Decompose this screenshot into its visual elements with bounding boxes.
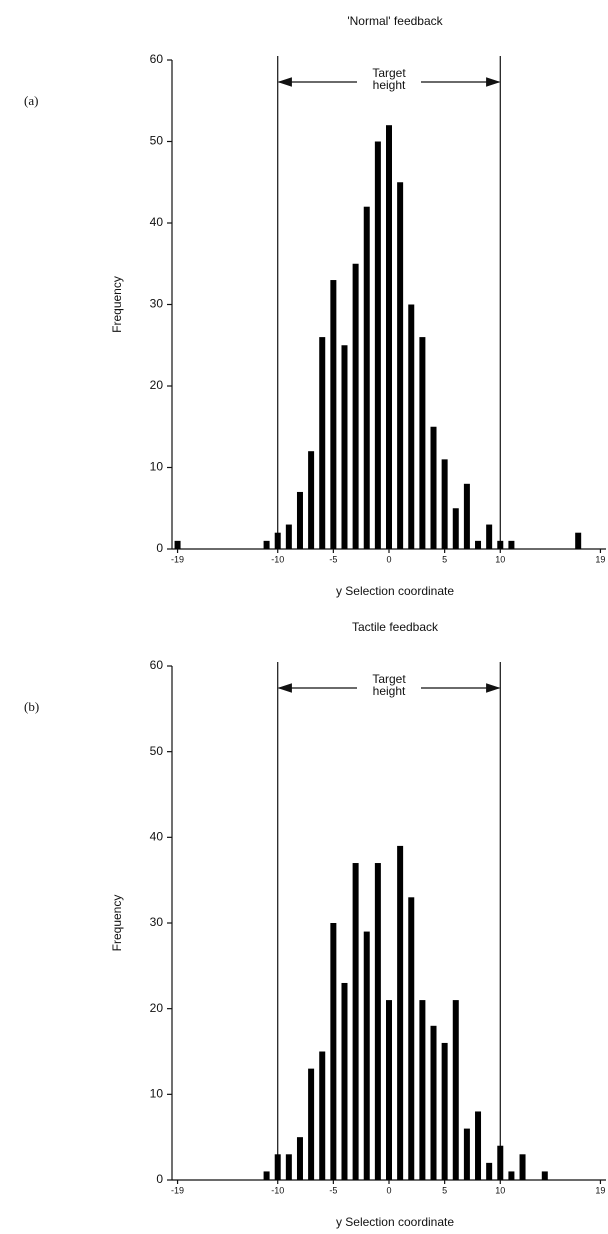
bar [341, 345, 348, 549]
y-tick-label: 30 [150, 915, 164, 929]
y-tick-label: 30 [150, 297, 164, 311]
x-tick-label: -5 [329, 554, 337, 564]
x-tick-label: 0 [386, 1185, 391, 1195]
bar [174, 540, 181, 549]
bar [308, 1068, 315, 1180]
bar [330, 280, 337, 549]
y-tick-label: 40 [150, 215, 164, 229]
bar [419, 337, 426, 549]
x-tick-label: 5 [442, 554, 447, 564]
bar [386, 125, 392, 549]
annotation: Target [372, 66, 406, 80]
x-tick-label: 10 [495, 554, 505, 564]
x-axis-label: y Selection coordinate [336, 584, 454, 598]
annotation: Target [372, 672, 406, 686]
bar [441, 1042, 448, 1180]
bar [386, 1000, 392, 1180]
bar [374, 141, 381, 549]
bar [486, 1162, 493, 1180]
bar [263, 1171, 270, 1180]
x-tick-label: -19 [171, 554, 184, 564]
y-tick-label: 60 [150, 52, 164, 66]
x-tick-label: 10 [495, 1185, 505, 1195]
bar [285, 524, 292, 549]
bar [475, 540, 482, 549]
annotation: height [373, 684, 406, 698]
x-tick-label: -10 [271, 1185, 284, 1195]
bar [408, 897, 415, 1180]
bar [441, 459, 448, 549]
bar [519, 1154, 526, 1180]
bar [274, 532, 281, 549]
bar [452, 1000, 459, 1180]
bar [397, 845, 404, 1180]
y-axis-label: Frequency [110, 276, 124, 333]
bar [274, 1154, 281, 1180]
x-tick-label: 19 [595, 554, 605, 564]
bar [341, 982, 348, 1180]
bar [352, 863, 359, 1180]
chart-title: 'Normal' feedback [347, 14, 443, 28]
bar [575, 532, 582, 549]
bar [475, 1111, 482, 1180]
bar [497, 540, 504, 549]
bar [430, 1025, 437, 1180]
y-tick-label: 40 [150, 830, 164, 844]
y-tick-label: 50 [150, 134, 164, 148]
bar [463, 483, 470, 549]
bar [497, 1145, 504, 1180]
x-tick-label: -19 [171, 1185, 184, 1195]
y-tick-label: 0 [156, 1172, 163, 1186]
bar [296, 1137, 303, 1180]
y-tick-label: 10 [150, 460, 164, 474]
bar [508, 540, 515, 549]
bar [330, 923, 337, 1180]
bar [363, 206, 370, 549]
y-tick-label: 20 [150, 1001, 164, 1015]
chart-title: Tactile feedback [352, 620, 439, 634]
y-tick-label: 10 [150, 1087, 164, 1101]
x-tick-label: 0 [386, 554, 391, 564]
bar [408, 304, 415, 549]
x-tick-label: 5 [442, 1185, 447, 1195]
bar [319, 1051, 326, 1180]
y-tick-label: 50 [150, 744, 164, 758]
y-tick-label: 20 [150, 378, 164, 392]
annotation: height [373, 78, 406, 92]
x-tick-label: -10 [271, 554, 284, 564]
bar [508, 1171, 515, 1180]
panel-label: (a) [24, 93, 38, 108]
x-axis-label: y Selection coordinate [336, 1215, 454, 1229]
y-axis-label: Frequency [110, 895, 124, 952]
bar [452, 508, 459, 549]
bar [319, 337, 326, 549]
bar [296, 491, 303, 549]
bar [263, 540, 270, 549]
bar [463, 1128, 470, 1180]
bar [363, 931, 370, 1180]
bar [419, 1000, 426, 1180]
x-tick-label: 19 [595, 1185, 605, 1195]
bar [285, 1154, 292, 1180]
bar [374, 863, 381, 1180]
bar [308, 451, 315, 549]
bar [352, 263, 359, 549]
y-tick-label: 60 [150, 658, 164, 672]
bar [430, 426, 437, 549]
panel-label: (b) [24, 699, 39, 714]
bar [486, 524, 493, 549]
y-tick-label: 0 [156, 541, 163, 555]
bar [397, 182, 404, 549]
x-tick-label: -5 [329, 1185, 337, 1195]
bar [541, 1171, 548, 1180]
